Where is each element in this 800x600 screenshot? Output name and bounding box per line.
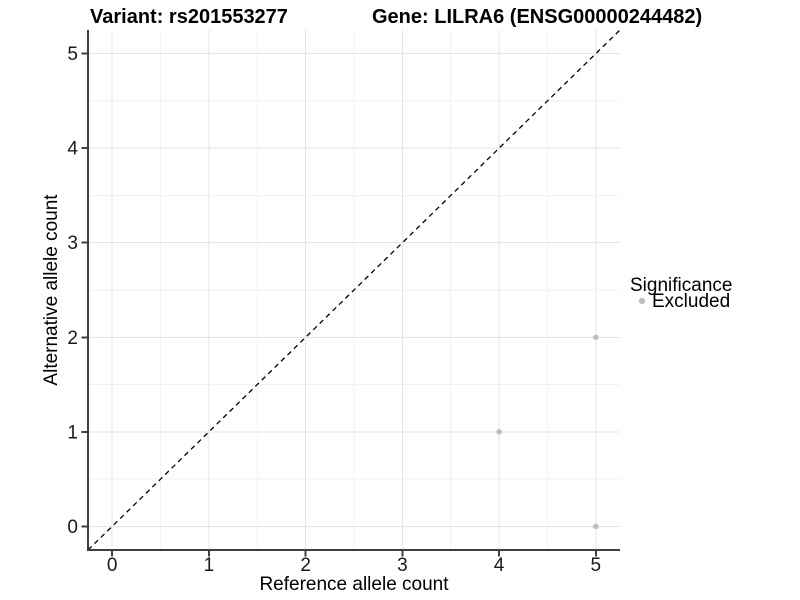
x-axis-ticks: 0 1 2 3 4 5 <box>107 551 601 576</box>
legend-title: Significance <box>630 275 732 296</box>
variant-title: Variant: rs201553277 <box>90 6 288 28</box>
identity-dashed-line <box>87 29 621 551</box>
y-tick-label: 5 <box>67 44 78 65</box>
grid-major-lines <box>88 30 620 550</box>
legend-key-excluded-dot <box>638 297 646 305</box>
legend: Significance Excluded <box>630 275 732 312</box>
data-point <box>593 523 599 530</box>
data-point <box>496 429 502 435</box>
axis-lines <box>87 30 620 551</box>
grid-minor-lines <box>88 30 620 550</box>
y-tick-label: 3 <box>67 233 78 254</box>
x-tick-label: 3 <box>397 555 408 576</box>
y-tick-label: 2 <box>67 328 78 349</box>
x-tick-label: 4 <box>494 555 505 576</box>
y-tick-label: 1 <box>67 422 78 443</box>
x-tick-label: 1 <box>204 555 215 576</box>
x-tick-label: 2 <box>300 555 311 576</box>
gene-title: Gene: LILRA6 (ENSG00000244482) <box>372 6 702 28</box>
y-axis-title: Alternative allele count <box>41 194 62 386</box>
x-tick-label: 0 <box>107 555 118 576</box>
legend-label-excluded: Excluded <box>652 291 730 312</box>
x-axis-title: Reference allele count <box>259 574 449 595</box>
data-point <box>593 334 599 341</box>
x-tick-label: 5 <box>591 555 602 576</box>
data-points <box>496 334 599 530</box>
y-tick-label: 0 <box>67 517 78 538</box>
y-tick-label: 4 <box>67 139 78 160</box>
y-axis-ticks: 0 1 2 3 4 5 <box>67 44 87 538</box>
